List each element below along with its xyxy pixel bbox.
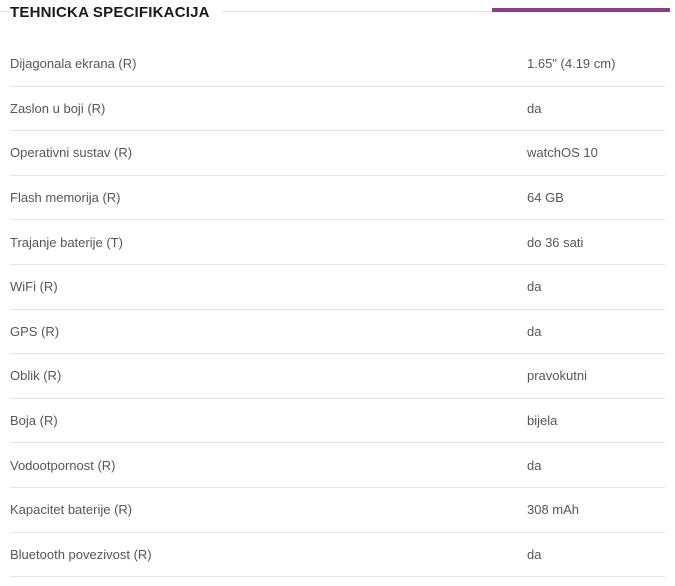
table-row: Vodootpornost (R) da <box>10 443 665 488</box>
table-row: Operativni sustav (R) watchOS 10 <box>10 131 665 176</box>
table-row: Boja (R) bijela <box>10 399 665 444</box>
spec-value: bijela <box>527 413 558 429</box>
table-row: Bluetooth povezivost (R) da <box>10 533 665 578</box>
table-row: Dijagonala ekrana (R) 1.65" (4.19 cm) <box>10 42 665 87</box>
spec-value: 308 mAh <box>527 502 580 518</box>
spec-label: Dijagonala ekrana (R) <box>10 56 137 72</box>
table-row: WiFi (R) da <box>10 265 665 310</box>
spec-label: GPS (R) <box>10 323 60 339</box>
spec-header: TEHNICKA SPECIFIKACIJA <box>0 0 675 33</box>
spec-label: Flash memorija (R) <box>10 190 121 206</box>
spec-label: Zaslon u boji (R) <box>10 100 106 116</box>
spec-value: da <box>527 323 542 339</box>
table-row: Trajanje baterije (T) do 36 sati <box>10 220 665 265</box>
spec-label: Kapacitet baterije (R) <box>10 502 133 518</box>
header-divider-line <box>0 11 670 12</box>
spec-value: pravokutni <box>527 368 587 384</box>
table-row: Zaslon u boji (R) da <box>10 87 665 132</box>
spec-value: da <box>527 457 542 473</box>
spec-label: Vodootpornost (R) <box>10 457 116 473</box>
header-accent-bar <box>492 8 670 12</box>
spec-table: Dijagonala ekrana (R) 1.65" (4.19 cm) Za… <box>0 42 675 578</box>
spec-value: da <box>527 546 542 562</box>
spec-value: 64 GB <box>527 190 564 206</box>
table-row: GPS (R) da <box>10 310 665 355</box>
spec-label: Boja (R) <box>10 413 58 429</box>
table-row: Oblik (R) pravokutni <box>10 354 665 399</box>
spec-label: WiFi (R) <box>10 279 58 295</box>
spec-value: 1.65" (4.19 cm) <box>527 56 616 72</box>
spec-label: Oblik (R) <box>10 368 62 384</box>
spec-value: da <box>527 100 542 116</box>
spec-value: do 36 sati <box>527 234 584 250</box>
spec-value: watchOS 10 <box>527 145 598 161</box>
spec-value: da <box>527 279 542 295</box>
spec-label: Bluetooth povezivost (R) <box>10 546 152 562</box>
page-title: TEHNICKA SPECIFIKACIJA <box>10 2 222 24</box>
table-row: Flash memorija (R) 64 GB <box>10 176 665 221</box>
spec-label: Operativni sustav (R) <box>10 145 133 161</box>
spec-label: Trajanje baterije (T) <box>10 234 123 250</box>
table-row: Kapacitet baterije (R) 308 mAh <box>10 488 665 533</box>
